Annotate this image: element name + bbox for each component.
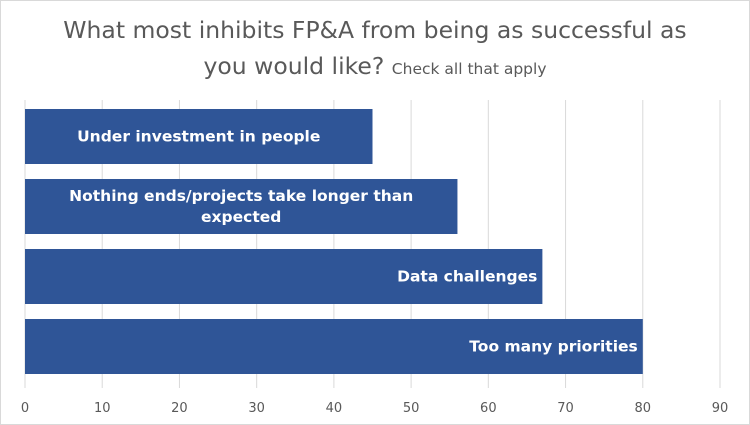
chart-title-line-1: What most inhibits FP&A from being as su… <box>63 16 687 44</box>
x-tick-label: 40 <box>326 401 343 416</box>
bars <box>25 109 643 374</box>
chart-title: What most inhibits FP&A from being as su… <box>0 12 750 87</box>
x-tick-label: 10 <box>94 401 111 416</box>
bar-labels: Under investment in people Nothing ends/p… <box>69 128 638 356</box>
bar-label-line: Data challenges <box>397 268 537 286</box>
chart-title-line-2: you would like? Check all that apply <box>0 48 750 87</box>
chart-title-line-2-text: you would like? <box>203 52 385 80</box>
bar-label-line: expected <box>201 208 281 226</box>
bar-label: Data challenges <box>397 268 537 286</box>
bar-2 <box>25 179 458 234</box>
bar-label-line: Under investment in people <box>77 128 320 146</box>
bar-1 <box>25 109 373 164</box>
bar-label-line: Too many priorities <box>469 338 637 356</box>
x-tick-label: 50 <box>403 401 420 416</box>
x-tick-label: 30 <box>248 401 265 416</box>
chart-subtitle: Check all that apply <box>391 60 547 78</box>
x-axis-ticks: 0 10 20 30 40 50 60 70 80 90 <box>21 401 728 416</box>
bar-4 <box>25 319 643 374</box>
x-tick-label: 20 <box>171 401 188 416</box>
x-tick-label: 70 <box>557 401 574 416</box>
bar-label: Nothing ends/projects take longer than ex… <box>69 187 413 226</box>
bar-label: Too many priorities <box>469 338 637 356</box>
x-tick-label: 60 <box>480 401 497 416</box>
x-tick-label: 90 <box>712 401 729 416</box>
bar-label-line: Nothing ends/projects take longer than <box>69 187 413 205</box>
bar-label: Under investment in people <box>77 128 320 146</box>
bar-3 <box>25 249 543 304</box>
x-tick-label: 0 <box>21 401 29 416</box>
x-tick-label: 80 <box>635 401 652 416</box>
